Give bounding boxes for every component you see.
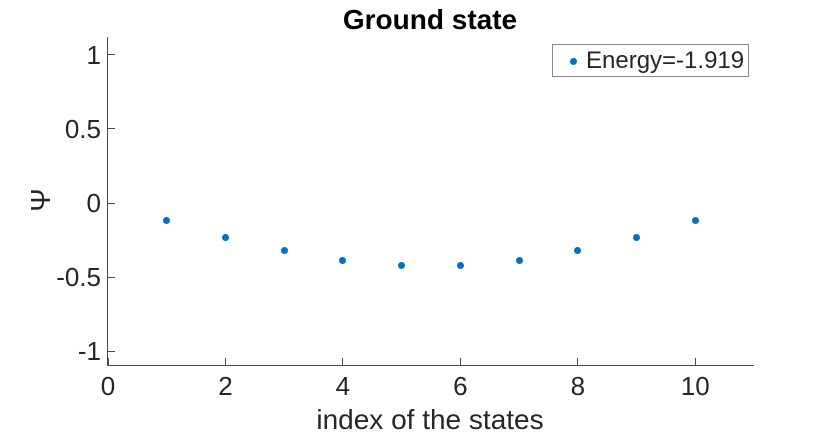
legend-label: Energy=-1.919: [586, 47, 745, 74]
y-tick-label: 1: [86, 39, 101, 70]
data-point: [221, 233, 229, 241]
y-tick-label: 0: [86, 188, 101, 218]
data-point: [163, 217, 171, 225]
x-tick-label: 8: [570, 371, 586, 401]
data-point: [280, 247, 288, 255]
y-tick-label: -0.5: [56, 262, 101, 293]
y-tick-label: 0.5: [64, 113, 101, 144]
x-tick-label: 0: [100, 371, 116, 401]
x-tick-label: 2: [218, 371, 233, 401]
y-tick-mark: [108, 276, 115, 278]
data-point: [574, 247, 582, 255]
x-tick-mark: [342, 358, 344, 365]
data-point: [515, 257, 523, 265]
x-tick-mark: [694, 358, 696, 365]
plot-area: -1 -0.5 0 0.5 1 0 2 4 6 8 10: [56, 37, 754, 401]
data-point: [456, 262, 464, 270]
y-axis-label: Ψ: [25, 188, 56, 212]
x-tick-label: 10: [680, 371, 710, 401]
data-point: [691, 217, 699, 225]
data-point: [339, 257, 347, 265]
x-axis-label: index of the states: [316, 404, 544, 435]
chart-title: Ground state: [342, 4, 518, 35]
x-tick-mark: [459, 358, 461, 365]
legend-marker-dot-icon: [570, 58, 577, 65]
y-tick-mark: [108, 350, 115, 352]
legend-box: Energy=-1.919: [552, 44, 749, 77]
y-tick-label: -1: [77, 336, 101, 367]
x-tick-label: 6: [453, 371, 468, 401]
y-tick-mark: [108, 128, 115, 130]
data-point: [398, 262, 406, 270]
x-tick-label: 4: [335, 371, 351, 401]
x-tick-mark: [224, 358, 226, 365]
x-tick-mark: [107, 358, 109, 365]
data-point: [633, 233, 641, 241]
y-tick-mark: [108, 54, 115, 56]
x-tick-mark: [577, 358, 579, 365]
y-tick-mark: [108, 202, 115, 204]
